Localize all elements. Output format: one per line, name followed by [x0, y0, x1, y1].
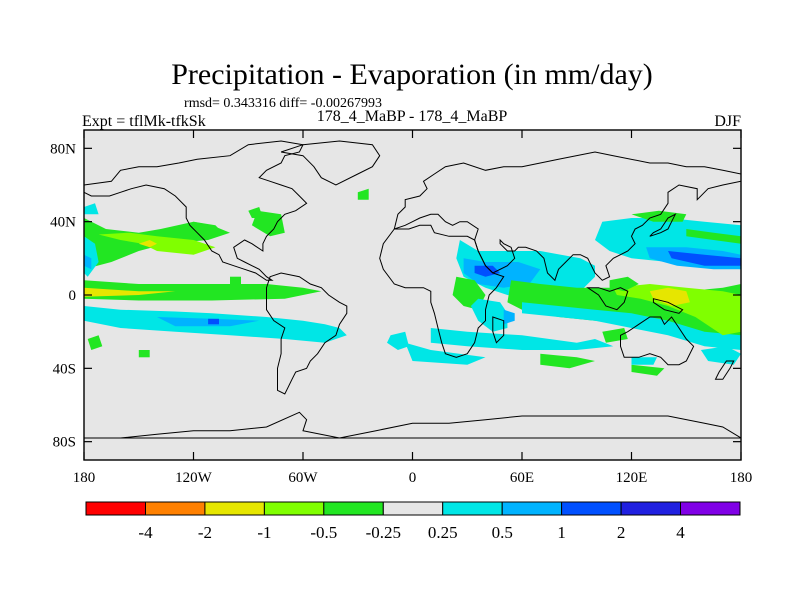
colorbar-swatch [620, 501, 682, 516]
x-tick-label: 180 [730, 470, 753, 486]
contour-region-np-green-b [189, 221, 223, 237]
colorbar-swatch [323, 501, 384, 516]
colorbar-swatch [680, 501, 741, 516]
x-tick-label: 0 [409, 470, 417, 486]
contour-region-eq-green [84, 280, 322, 301]
x-tick-label: 60E [510, 470, 534, 486]
contour-region-wp-lightgreen [613, 284, 741, 336]
x-tick-label: 60W [288, 470, 318, 486]
colorbar-label: -2 [198, 523, 212, 542]
contour-region-jp-green [609, 276, 639, 292]
colorbar-label: -1 [257, 523, 271, 542]
coastlines [84, 140, 741, 439]
colorbar-swatch [263, 501, 325, 516]
y-axis-ticks: 80N 40N 0 40S 80S [50, 141, 741, 451]
coastline-greenland [280, 140, 381, 186]
contour-region-sio-cyan3 [631, 357, 657, 365]
contour-region-green-tiny3 [357, 188, 369, 200]
contour-region-np-yellow [138, 240, 157, 248]
contour-region-nwp-darkblue [668, 251, 741, 266]
y-tick-label: 80N [50, 141, 76, 157]
y-tick-label: 40N [50, 215, 76, 231]
contour-region-afr-cyan [470, 298, 508, 332]
contour-region-sp-green2 [631, 364, 665, 376]
map-plot-area [84, 130, 741, 460]
season-label: DJF [714, 113, 741, 130]
colorbar-swatch [204, 501, 265, 516]
coastline-new-guinea [652, 298, 684, 314]
contour-region-cyan-tiny [84, 203, 99, 215]
contour-region-sp-cyan [700, 346, 741, 365]
coastline-north-america [84, 140, 308, 281]
colorbar-label: 0.5 [492, 523, 513, 542]
contour-region-np-blue [84, 254, 92, 270]
contour-region-sio-green2 [602, 328, 628, 343]
x-tick-label: 180 [73, 470, 96, 486]
contour-region-afr-blue [503, 309, 515, 325]
y-tick-label: 80S [53, 435, 76, 451]
coastline-eurasia-north [393, 151, 741, 282]
contour-region-green-tiny1 [248, 207, 263, 218]
contour-region-wp-yellow [649, 287, 690, 306]
expt-label: Expt = tflMk-tfkSk [82, 113, 206, 130]
coastline-new-zealand [714, 360, 735, 380]
contour-region-green-tiny2 [230, 276, 241, 284]
coastline-madagascar [492, 316, 505, 344]
colorbar: -4 -2 -1 -0.5 -0.25 0.25 0.5 1 2 4 [85, 501, 741, 542]
coastline-eurasia-africa [379, 224, 505, 358]
colorbar-label: 2 [617, 523, 626, 542]
colorbar-label: -0.25 [366, 523, 401, 542]
coastline-south-america [266, 272, 348, 395]
colorbar-swatch [442, 501, 503, 516]
x-tick-label: 120W [175, 470, 213, 486]
center-label: 178_4_MaBP - 178_4_MaBP [317, 108, 508, 125]
contour-region-eq-yellow [84, 287, 176, 297]
coastline-japan [649, 213, 677, 237]
contour-region-io-blue [463, 258, 541, 288]
coastline-borneo-sumatra [586, 287, 629, 311]
x-tick-label: 120E [616, 470, 648, 486]
colorbar-label: 4 [676, 523, 685, 542]
colorbar-swatch [85, 501, 146, 516]
contour-region-nwp-green2 [686, 229, 741, 244]
colorbar-swatch [382, 501, 444, 516]
colorbar-swatch [561, 501, 622, 516]
coastline-antarctica [84, 411, 741, 439]
y-tick-label: 40S [53, 361, 76, 377]
contour-region-satl-cyan [387, 331, 409, 350]
contour-region-sio-green [540, 353, 595, 369]
colorbar-label: -0.5 [310, 523, 337, 542]
x-axis-ticks: 180 120W 60W 0 60E 120E 180 [73, 130, 753, 486]
colorbar-label: 1 [557, 523, 566, 542]
contour-region-green-tiny4 [138, 350, 150, 358]
contour-region-sp-green [87, 335, 103, 350]
colorbar-swatch [501, 501, 563, 516]
colorbar-label: -4 [138, 523, 153, 542]
chart-title: Precipitation - Evaporation (in mm/day) [171, 58, 653, 91]
stats-line: rmsd= 0.343316 diff= -0.00267993 [184, 96, 382, 111]
contour-region-io-darkblue [474, 265, 501, 277]
contour-region-eq-darkblue [208, 318, 219, 325]
colorbar-label: 0.25 [428, 523, 458, 542]
y-tick-label: 0 [69, 288, 77, 304]
coastline-australia [620, 316, 695, 366]
colorbar-swatch [145, 501, 206, 516]
